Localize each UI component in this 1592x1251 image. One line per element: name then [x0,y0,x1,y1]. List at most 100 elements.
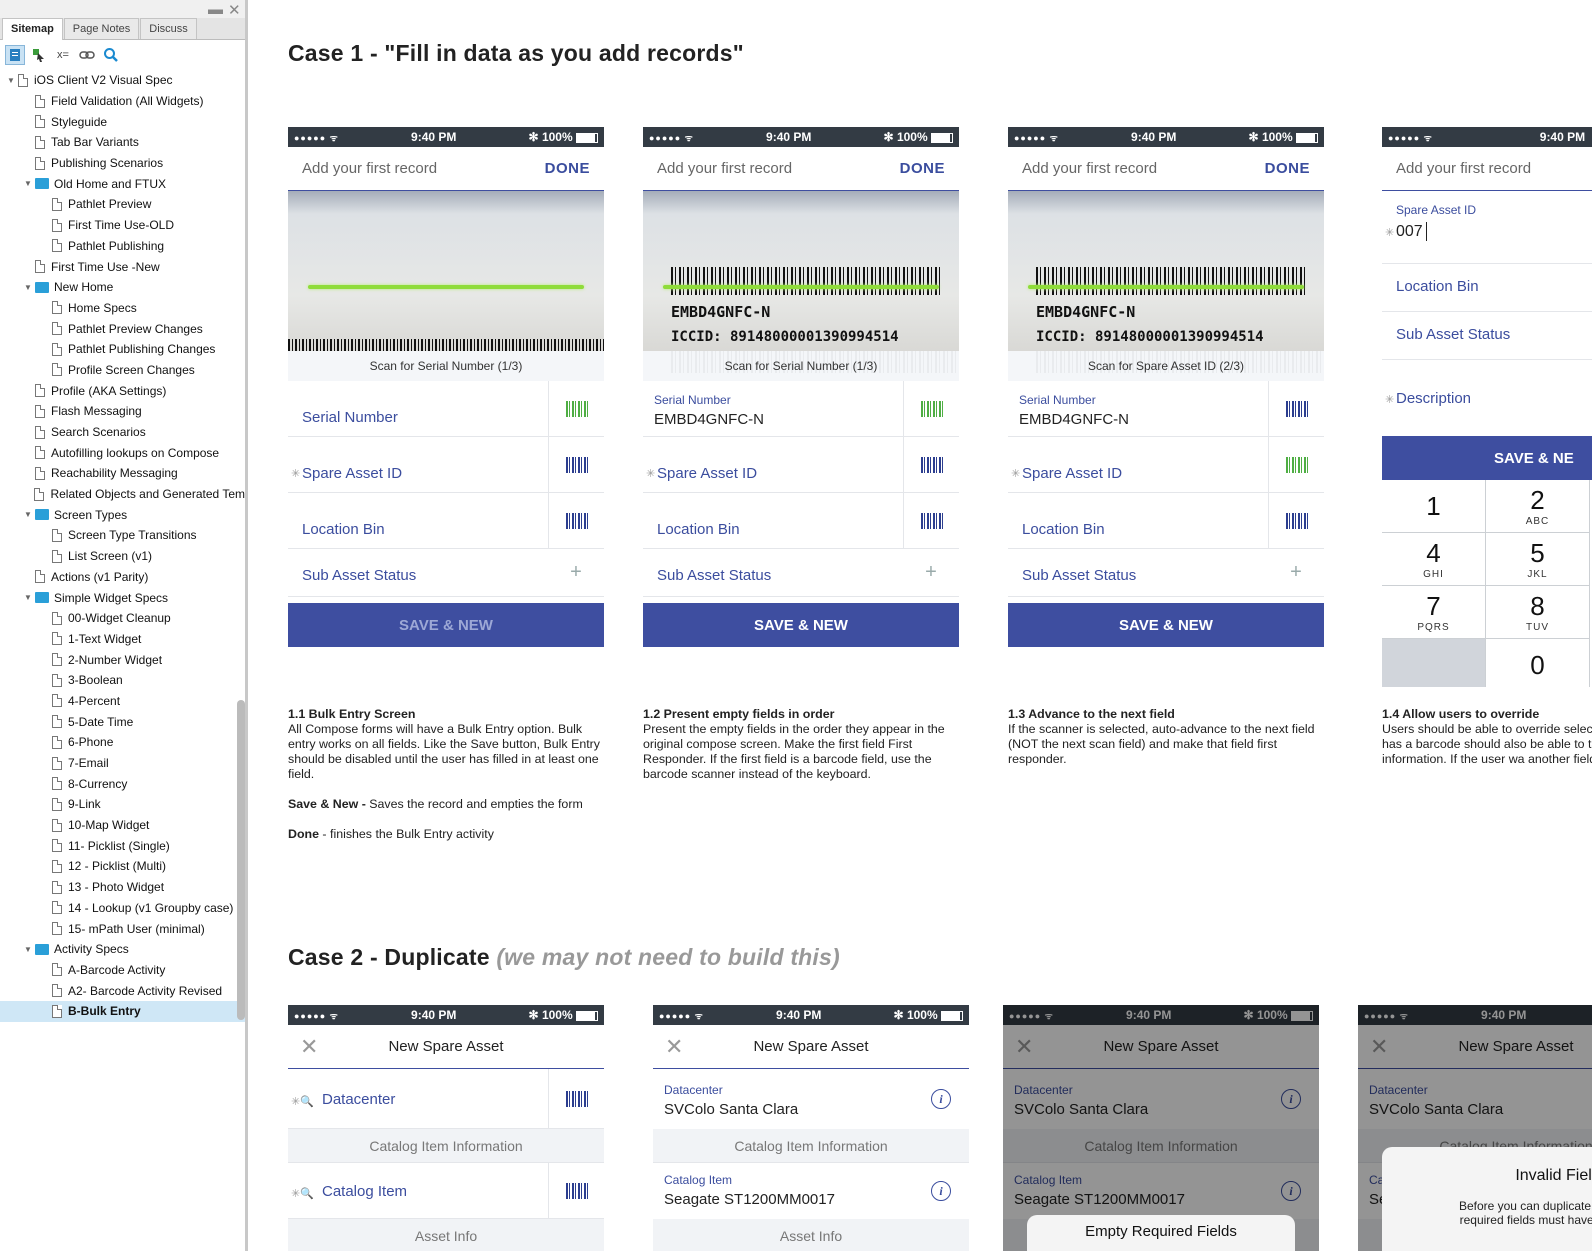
info-button[interactable]: i [1263,1163,1319,1219]
sitemap-node[interactable]: Profile (AKA Settings) [0,380,245,401]
keypad-key[interactable]: 0 [1486,639,1590,687]
sitemap-node[interactable]: Flash Messaging [0,401,245,422]
expand-caret-icon[interactable]: ▼ [24,179,32,189]
close-icon[interactable]: ✕ [1370,1033,1389,1059]
sitemap-node[interactable]: Reachability Messaging [0,463,245,484]
sitemap-node[interactable]: ▼ Simple Widget Specs [0,587,245,608]
sitemap-node[interactable]: ▼ Screen Types [0,504,245,525]
catalog-item-field[interactable]: Catalog Item Seagate ST1200MM0017 i [1003,1163,1319,1219]
tab-sitemap[interactable]: Sitemap [2,18,63,40]
form-field[interactable]: Location Bin [1008,493,1324,549]
sitemap-node[interactable]: Home Specs [0,298,245,319]
keypad-key[interactable]: 4 GHI [1382,533,1486,586]
sitemap-node[interactable]: 11- Picklist (Single) [0,835,245,856]
barcode-scan-button[interactable] [903,493,959,548]
location-bin-field[interactable]: Location Bin [1382,264,1592,312]
keypad-key[interactable]: 5 JKL [1486,533,1590,586]
keypad-key[interactable]: 7 PQRS [1382,586,1486,639]
spare-asset-field[interactable]: Spare Asset ID ✳ 007 [1382,191,1592,264]
link-icon[interactable] [77,45,97,65]
search-icon[interactable] [101,45,121,65]
form-field[interactable]: ✳ Spare Asset ID [288,437,604,493]
sitemap-node[interactable]: ▼ iOS Client V2 Visual Spec [0,70,245,91]
form-field[interactable]: Serial Number EMBD4GNFC-N [643,381,959,437]
barcode-scan-button[interactable] [548,493,604,548]
save-new-button[interactable]: SAVE & NE [1382,436,1592,480]
sitemap-node[interactable]: Publishing Scenarios [0,153,245,174]
sitemap-node[interactable]: A2- Barcode Activity Revised [0,980,245,1001]
expand-caret-icon[interactable]: ▼ [7,75,15,85]
close-icon[interactable]: ✕ [300,1033,319,1059]
sitemap-node[interactable]: 5-Date Time [0,711,245,732]
sitemap-node[interactable]: Pathlet Publishing Changes [0,339,245,360]
form-field[interactable]: ✳ Spare Asset ID [1008,437,1324,493]
save-new-button[interactable]: SAVE & NEW [1008,603,1324,647]
keypad-key[interactable] [1382,639,1486,687]
sitemap-node[interactable]: Actions (v1 Parity) [0,567,245,588]
keypad-key[interactable]: 2 ABC [1486,480,1590,533]
keypad-key[interactable]: 1 [1382,480,1486,533]
barcode-scan-button[interactable] [548,1163,604,1218]
add-icon[interactable]: + [1290,561,1302,583]
tab-discuss[interactable]: Discuss [140,18,197,39]
form-field[interactable]: Sub Asset Status + [643,549,959,597]
page-view-icon[interactable] [5,45,25,65]
form-field[interactable]: Location Bin [643,493,959,549]
variables-icon[interactable]: x= [57,49,69,61]
sitemap-node[interactable]: Pathlet Publishing [0,236,245,257]
form-field[interactable]: Location Bin [288,493,604,549]
barcode-scan-button[interactable] [1268,437,1324,492]
barcode-scan-button[interactable] [1268,493,1324,548]
add-icon[interactable]: + [925,561,937,583]
sitemap-node[interactable]: Tab Bar Variants [0,132,245,153]
close-icon[interactable]: ✕ [1015,1033,1034,1059]
info-button[interactable]: i [1263,1069,1319,1129]
catalog-item-field[interactable]: ✳🔍 Catalog Item [288,1163,604,1219]
sitemap-node[interactable]: 10-Map Widget [0,815,245,836]
minimize-icon[interactable]: ▬ [208,1,223,18]
keypad-key[interactable]: 8 TUV [1486,586,1590,639]
expand-caret-icon[interactable]: ▼ [24,282,32,292]
sitemap-node[interactable]: 4-Percent [0,691,245,712]
description-field[interactable]: ✳ Description [1382,360,1592,436]
sitemap-node[interactable]: 9-Link [0,794,245,815]
sitemap-node[interactable]: Styleguide [0,111,245,132]
form-field[interactable]: Serial Number [288,381,604,437]
sitemap-node[interactable]: 14 - Lookup (v1 Groupby case) [0,898,245,919]
tab-page-notes[interactable]: Page Notes [63,18,140,39]
barcode-scan-button[interactable] [1268,381,1324,436]
sitemap-node[interactable]: B-Bulk Entry [0,1000,245,1022]
sitemap-node[interactable]: 00-Widget Cleanup [0,608,245,629]
info-button[interactable]: i [913,1163,969,1219]
expand-caret-icon[interactable]: ▼ [24,944,32,954]
sitemap-node[interactable]: 15- mPath User (minimal) [0,918,245,939]
barcode-scan-button[interactable] [903,437,959,492]
sitemap-node[interactable]: Search Scenarios [0,422,245,443]
sitemap-node[interactable]: 13 - Photo Widget [0,877,245,898]
info-button[interactable]: i [913,1069,969,1129]
done-button[interactable]: DONE [544,160,590,177]
sitemap-node[interactable]: List Screen (v1) [0,546,245,567]
sitemap-scrollbar[interactable] [237,700,245,1020]
sitemap-node[interactable]: Pathlet Preview [0,194,245,215]
sitemap-node[interactable]: A-Barcode Activity [0,960,245,981]
barcode-scan-button[interactable] [548,1069,604,1128]
catalog-item-field[interactable]: Catalog Item Seagate ST1200MM0017 i [653,1163,969,1219]
sitemap-node[interactable]: 6-Phone [0,732,245,753]
save-new-button[interactable]: SAVE & NEW [288,603,604,647]
form-field[interactable]: ✳ Spare Asset ID [643,437,959,493]
barcode-scan-button[interactable] [548,437,604,492]
sitemap-node[interactable]: Screen Type Transitions [0,525,245,546]
sitemap-node[interactable]: 3-Boolean [0,670,245,691]
sitemap-node[interactable]: Autofilling lookups on Compose [0,442,245,463]
done-button[interactable]: DONE [899,160,945,177]
close-icon[interactable]: ✕ [228,2,241,19]
sub-asset-status-field[interactable]: Sub Asset Status [1382,312,1592,360]
map-cursor-icon[interactable] [29,45,49,65]
sitemap-node[interactable]: Profile Screen Changes [0,360,245,381]
form-field[interactable]: Sub Asset Status + [288,549,604,597]
sitemap-node[interactable]: 7-Email [0,753,245,774]
